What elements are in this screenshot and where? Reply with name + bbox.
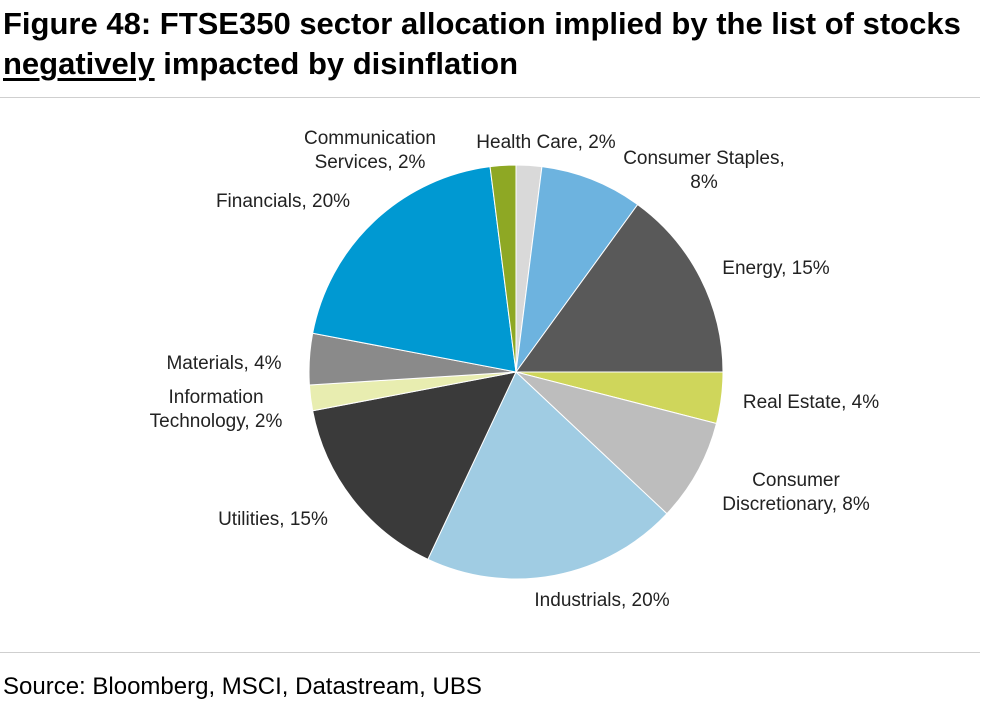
pie-slice-2 bbox=[515, 203, 724, 373]
slice-label-1: Consumer Staples, 8% bbox=[623, 148, 785, 193]
pie-slice-6 bbox=[312, 371, 517, 560]
pie-labels: Health Care, 2% Consumer Staples, 8% Energy… bbox=[150, 128, 880, 611]
pie-slice-10 bbox=[489, 164, 517, 373]
slice-label-7: Information Technology, 2% bbox=[150, 387, 283, 432]
title-emphasis: negatively bbox=[3, 46, 155, 81]
pie-slice-5 bbox=[427, 371, 668, 580]
title-suffix: impacted by disinflation bbox=[154, 46, 519, 81]
source-note: Source: Bloomberg, MSCI, Datastream, UBS bbox=[3, 673, 482, 700]
chart-title: Figure 48: FTSE350 sector allocation imp… bbox=[3, 4, 988, 84]
pie-slice-1 bbox=[515, 166, 639, 373]
pie-slices bbox=[308, 164, 724, 580]
pie-slice-4 bbox=[515, 371, 718, 515]
slice-label-5: Industrials, 20% bbox=[534, 590, 669, 611]
slice-label-6: Utilities, 15% bbox=[218, 509, 328, 530]
slice-label-2: Energy, 15% bbox=[722, 258, 829, 279]
slice-label-9: Financials, 20% bbox=[216, 191, 350, 212]
slice-label-0: Health Care, 2% bbox=[476, 132, 616, 153]
slice-label-3: Real Estate, 4% bbox=[743, 392, 879, 413]
slice-label-8: Materials, 4% bbox=[166, 353, 281, 374]
title-prefix: Figure 48: FTSE350 sector allocation imp… bbox=[3, 6, 961, 41]
source-divider bbox=[0, 652, 980, 653]
title-divider bbox=[0, 97, 980, 98]
slice-label-4: Consumer Discretionary, 8% bbox=[722, 470, 870, 515]
slice-label-10: Communication Services, 2% bbox=[304, 128, 436, 173]
pie-slice-9 bbox=[312, 166, 517, 373]
